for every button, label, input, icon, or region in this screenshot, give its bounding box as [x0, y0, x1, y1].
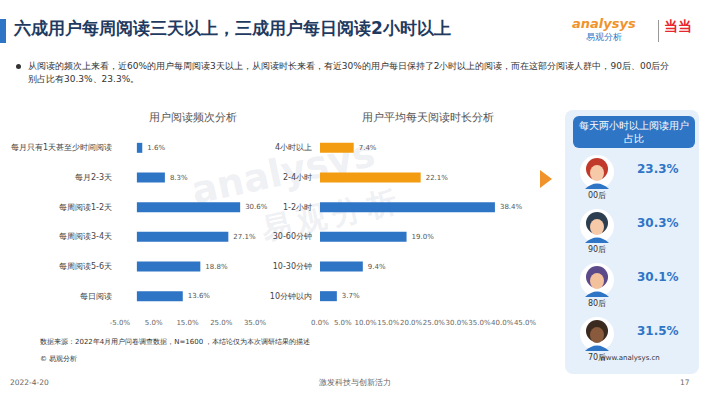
svg-text:18.8%: 18.8%	[205, 263, 228, 271]
svg-text:35.0%: 35.0%	[244, 319, 267, 327]
svg-text:10-30分钟: 10-30分钟	[273, 262, 312, 271]
svg-text:8.3%: 8.3%	[170, 174, 188, 182]
svg-text:每周阅读5-6天: 每周阅读5-6天	[59, 262, 112, 271]
svg-text:30.6%: 30.6%	[245, 203, 268, 211]
svg-text:22.1%: 22.1%	[426, 174, 449, 182]
svg-text:25.0%: 25.0%	[210, 319, 233, 327]
svg-text:13.6%: 13.6%	[188, 292, 211, 300]
svg-text:5.0%: 5.0%	[145, 319, 163, 327]
svg-text:30.0%: 30.0%	[446, 319, 469, 327]
svg-text:20.0%: 20.0%	[400, 319, 423, 327]
svg-text:3.7%: 3.7%	[342, 292, 360, 300]
svg-text:38.4%: 38.4%	[500, 203, 523, 211]
svg-text:19.0%: 19.0%	[412, 233, 435, 241]
svg-text:27.1%: 27.1%	[233, 233, 256, 241]
svg-text:1-2小时: 1-2小时	[283, 203, 312, 212]
svg-text:4小时以上: 4小时以上	[275, 143, 312, 152]
svg-text:9.4%: 9.4%	[368, 263, 386, 271]
svg-text:用户平均每天阅读时长分析: 用户平均每天阅读时长分析	[362, 111, 494, 124]
svg-text:每周阅读1-2天: 每周阅读1-2天	[59, 203, 112, 212]
svg-text:10.0%: 10.0%	[354, 319, 377, 327]
svg-text:0.0%: 0.0%	[311, 319, 329, 327]
svg-text:每日阅读: 每日阅读	[80, 292, 112, 301]
svg-text:15.0%: 15.0%	[176, 319, 199, 327]
svg-text:用户阅读频次分析: 用户阅读频次分析	[149, 111, 237, 124]
svg-text:每周阅读3-4天: 每周阅读3-4天	[59, 232, 112, 241]
svg-text:30-60分钟: 30-60分钟	[273, 232, 312, 241]
svg-text:10分钟以内: 10分钟以内	[270, 292, 312, 301]
svg-text:每月只有1天甚至少时间阅读: 每月只有1天甚至少时间阅读	[11, 143, 112, 152]
svg-text:1.6%: 1.6%	[147, 144, 165, 152]
svg-text:35.0%: 35.0%	[468, 319, 491, 327]
svg-text:15.0%: 15.0%	[377, 319, 400, 327]
svg-text:2-4小时: 2-4小时	[283, 173, 312, 182]
svg-text:25.0%: 25.0%	[423, 319, 446, 327]
svg-text:5.0%: 5.0%	[334, 319, 352, 327]
svg-text:每月2-3天: 每月2-3天	[75, 173, 112, 182]
svg-text:45.0%: 45.0%	[514, 319, 537, 327]
svg-text:40.0%: 40.0%	[491, 319, 514, 327]
svg-text:7.4%: 7.4%	[359, 144, 377, 152]
svg-text:-5.0%: -5.0%	[110, 319, 131, 327]
